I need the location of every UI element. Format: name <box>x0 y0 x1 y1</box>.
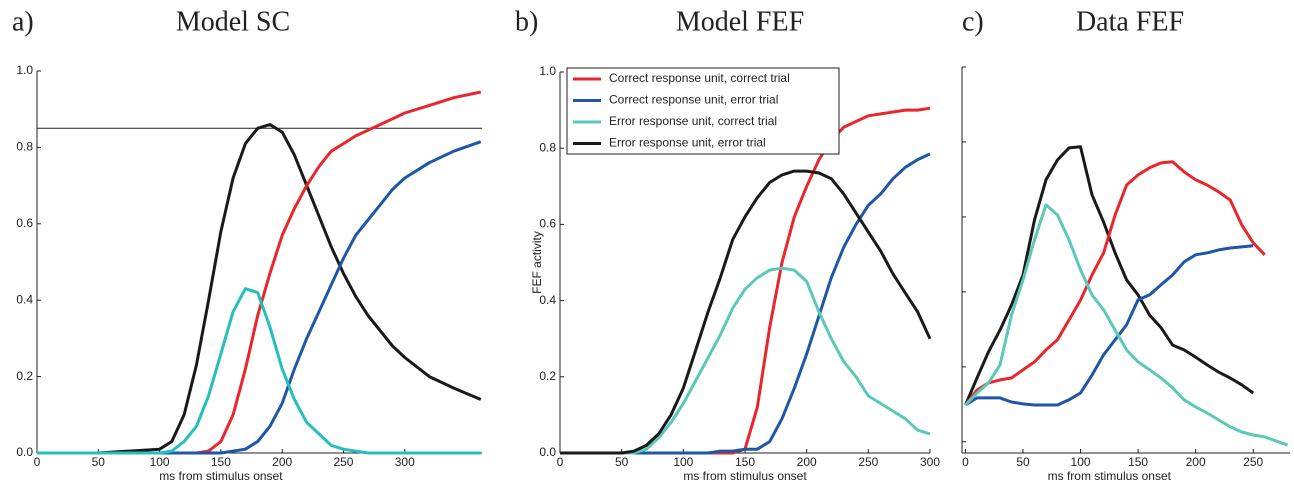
series-line <box>560 169 932 455</box>
y-tick-label: 0.2 <box>539 369 556 383</box>
series-line <box>37 90 482 455</box>
x-axis-label: ms from stimulus onset <box>683 469 807 483</box>
y-tick-label: 0.4 <box>16 292 33 306</box>
x-tick-label: 150 <box>211 455 231 469</box>
x-tick-label: 0 <box>557 455 564 469</box>
series-line <box>964 160 1266 406</box>
x-tick-label: 200 <box>1186 455 1206 469</box>
series-line <box>37 123 482 455</box>
panel-label: b) <box>515 6 538 37</box>
series-line <box>560 152 931 455</box>
x-tick-label: 200 <box>272 455 292 469</box>
legend-label: Error response unit, error trial <box>609 136 766 150</box>
y-tick-label: 0.0 <box>16 445 33 459</box>
series-line <box>964 203 1289 447</box>
legend-box <box>566 67 840 155</box>
x-tick-label: 50 <box>615 455 629 469</box>
x-tick-label: 250 <box>1243 455 1263 469</box>
chart-title: Data FEF <box>1076 6 1184 37</box>
x-tick-label: 50 <box>1016 455 1030 469</box>
x-tick-label: 0 <box>34 455 41 469</box>
panel-label: a) <box>12 6 34 37</box>
series-line <box>37 287 481 455</box>
x-tick-label: 100 <box>673 455 693 469</box>
x-tick-label: 150 <box>735 455 755 469</box>
y-tick-label: 0.0 <box>539 445 556 459</box>
x-axis-label: ms from stimulus onset <box>159 469 283 483</box>
x-tick-label: 200 <box>797 455 817 469</box>
x-tick-label: 300 <box>920 455 940 469</box>
chart-title: Model FEF <box>676 6 804 37</box>
legend-label: Error response unit, correct trial <box>609 114 777 128</box>
panel-label: c) <box>962 6 984 37</box>
x-tick-label: 250 <box>858 455 878 469</box>
x-tick-label: 150 <box>1128 455 1148 469</box>
y-tick-label: 0.6 <box>539 217 556 231</box>
y-tick-label: 0.2 <box>16 369 33 383</box>
y-tick-label: 0.4 <box>539 293 556 307</box>
x-tick-label: 0 <box>962 455 969 469</box>
x-tick-label: 50 <box>92 455 106 469</box>
x-tick-label: 250 <box>333 455 353 469</box>
y-tick-label: 0.8 <box>16 140 33 154</box>
legend-label: Correct response unit, error trial <box>609 93 778 107</box>
series-line <box>964 244 1254 407</box>
x-axis-label: ms from stimulus onset <box>1048 469 1172 483</box>
y-tick-label: 1.0 <box>16 63 33 77</box>
legend-label: Correct response unit, correct trial <box>609 71 790 85</box>
x-tick-label: 100 <box>150 455 170 469</box>
y-tick-label: 0.8 <box>539 140 556 154</box>
chart-title: Model SC <box>176 6 290 37</box>
x-tick-label: 300 <box>395 455 415 469</box>
y-axis-label: FEF activity <box>530 231 544 294</box>
y-tick-label: 1.0 <box>539 64 556 78</box>
x-tick-label: 100 <box>1071 455 1091 469</box>
series-line <box>560 266 931 455</box>
y-tick-label: 0.6 <box>16 216 33 230</box>
